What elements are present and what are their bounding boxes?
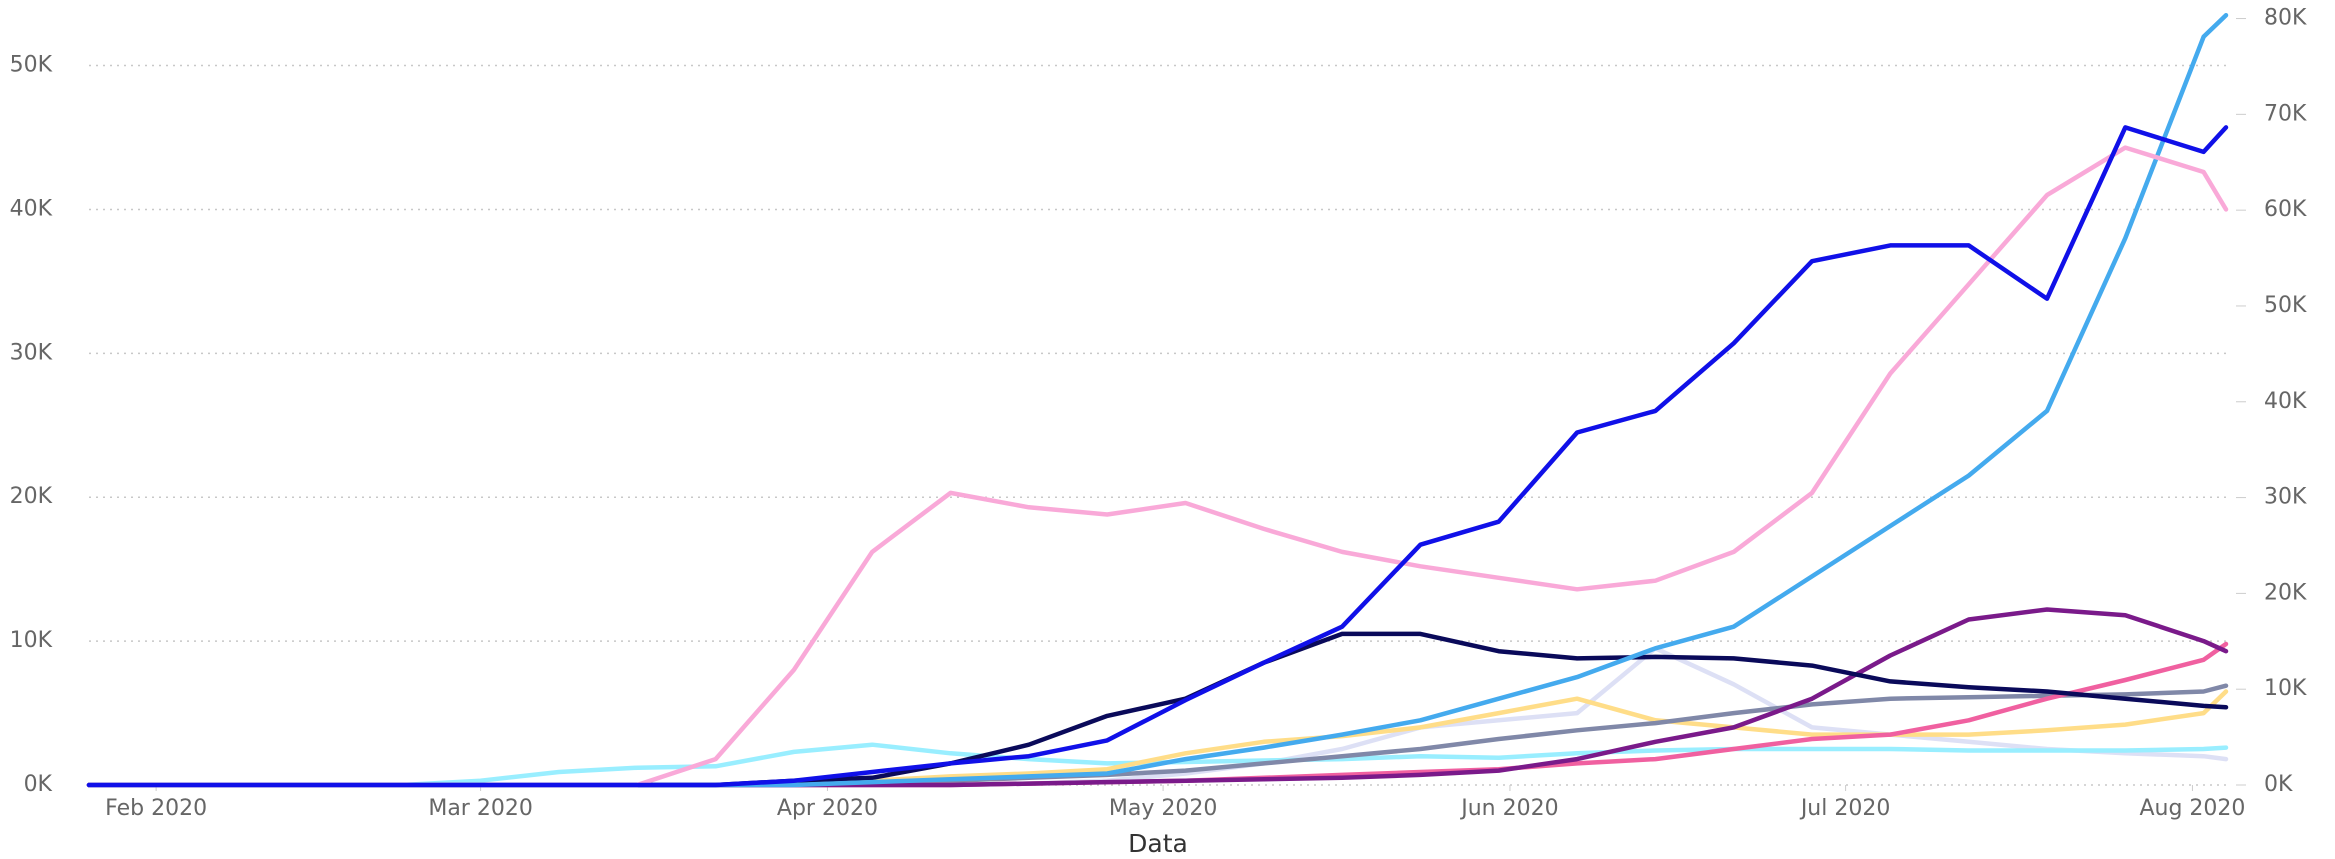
x-tick-label: Jul 2020	[1799, 796, 1891, 821]
y2-tick-label: 40K	[2264, 389, 2307, 414]
y2-tick-label: 70K	[2264, 101, 2307, 126]
x-axis-title: Data	[1128, 829, 1188, 858]
y2-tick-label: 80K	[2264, 6, 2307, 31]
y-tick-label: 20K	[10, 484, 53, 509]
y-tick-label: 10K	[10, 628, 53, 653]
series-line	[86, 742, 2229, 788]
series-line	[86, 12, 2229, 788]
x-tick-label: May 2020	[1109, 796, 1217, 821]
series-line	[86, 125, 2229, 788]
y2-tick-label: 20K	[2264, 580, 2307, 605]
y2-tick-label: 50K	[2264, 293, 2307, 318]
y2-tick-label: 0K	[2264, 772, 2293, 797]
y-tick-label: 30K	[10, 340, 53, 365]
y-tick-label: 40K	[10, 196, 53, 221]
y2-tick-label: 60K	[2264, 197, 2307, 222]
x-tick-label: Feb 2020	[105, 796, 207, 821]
y2-tick-label: 10K	[2264, 676, 2307, 701]
y2-tick-label: 30K	[2264, 485, 2307, 510]
y-tick-label: 50K	[10, 53, 53, 78]
x-tick-label: Aug 2020	[2139, 796, 2245, 821]
x-tick-label: Apr 2020	[777, 796, 878, 821]
x-tick-label: Mar 2020	[428, 796, 533, 821]
x-tick-label: Jun 2020	[1459, 796, 1558, 821]
y-tick-label: 0K	[24, 772, 53, 797]
